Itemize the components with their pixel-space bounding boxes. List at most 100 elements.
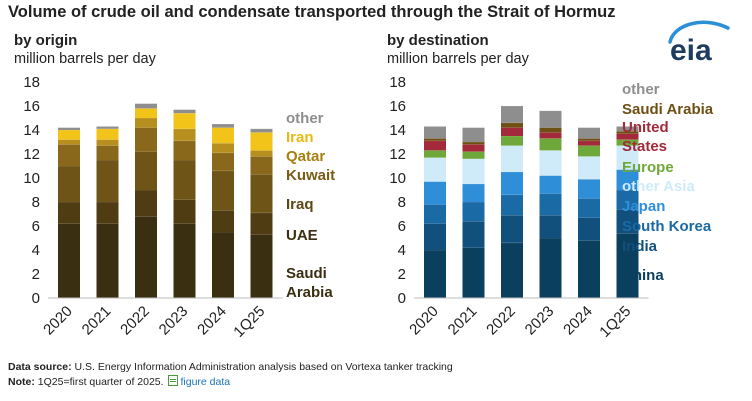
- bar-segment-china[interactable]: [539, 238, 562, 298]
- bar-segment-saudi-arabia[interactable]: [462, 142, 485, 145]
- bar-segment-kuwait[interactable]: [173, 140, 196, 160]
- left-panel-title: by origin: [14, 32, 78, 49]
- bar-segment-japan[interactable]: [462, 184, 485, 202]
- bar-segment-qatar[interactable]: [135, 118, 157, 128]
- bar-segment-saudi-arabia[interactable]: [578, 138, 600, 141]
- bar-segment-other[interactable]: [135, 103, 157, 109]
- bar-segment-europe[interactable]: [424, 150, 446, 158]
- bar-segment-other-asia[interactable]: [424, 157, 446, 182]
- bar-segment-iraq[interactable]: [173, 160, 196, 200]
- bar-segment-uae[interactable]: [250, 212, 273, 235]
- bar-segment-india[interactable]: [424, 223, 446, 250]
- bar-segment-other-asia[interactable]: [616, 145, 639, 170]
- bar-segment-other[interactable]: [424, 126, 446, 139]
- bar-segment-other-asia[interactable]: [578, 156, 600, 180]
- bar-segment-iran[interactable]: [250, 132, 273, 151]
- bar-segment-uae[interactable]: [96, 202, 119, 224]
- bar-segment-other[interactable]: [462, 127, 485, 142]
- bar-segment-qatar[interactable]: [212, 143, 234, 153]
- bar-segment-saudi-arabia[interactable]: [96, 223, 119, 298]
- bar-segment-saudi-arabia[interactable]: [135, 216, 157, 298]
- bar-segment-iraq[interactable]: [212, 170, 234, 211]
- bar-segment-europe[interactable]: [539, 138, 562, 151]
- bar-segment-uae[interactable]: [135, 190, 157, 217]
- bar-segment-china[interactable]: [616, 233, 639, 298]
- bar-segment-iraq[interactable]: [96, 160, 119, 202]
- bar-segment-japan[interactable]: [578, 179, 600, 199]
- bar-segment-saudi-arabia[interactable]: [616, 131, 639, 134]
- bar-segment-india[interactable]: [539, 215, 562, 238]
- bar-segment-europe[interactable]: [616, 139, 639, 146]
- bar-segment-saudi-arabia[interactable]: [58, 223, 80, 298]
- bar-segment-uae[interactable]: [173, 199, 196, 224]
- bar-segment-iran[interactable]: [135, 108, 157, 118]
- bar-segment-other-asia[interactable]: [462, 158, 485, 184]
- bar-segment-japan[interactable]: [539, 175, 562, 194]
- bar-segment-saudi-arabia[interactable]: [250, 234, 273, 298]
- bar-segment-iraq[interactable]: [135, 151, 157, 190]
- bar-segment-japan[interactable]: [424, 181, 446, 205]
- bar-segment-qatar[interactable]: [96, 139, 119, 146]
- bar-segment-qatar[interactable]: [58, 139, 80, 145]
- bar-segment-united-states[interactable]: [501, 127, 523, 136]
- bar-segment-iraq[interactable]: [58, 166, 80, 202]
- bar-segment-united-states[interactable]: [424, 140, 446, 151]
- bar-segment-europe[interactable]: [578, 145, 600, 157]
- bar-segment-other[interactable]: [616, 126, 639, 132]
- bar-segment-iran[interactable]: [173, 113, 196, 129]
- bar-segment-iran[interactable]: [58, 130, 80, 140]
- bar-segment-other[interactable]: [173, 109, 196, 114]
- bar-segment-other-asia[interactable]: [539, 150, 562, 176]
- bar-segment-japan[interactable]: [616, 169, 639, 190]
- eia-logo-icon[interactable]: eia: [664, 18, 734, 66]
- bar-segment-saudi-arabia[interactable]: [539, 127, 562, 133]
- bar-segment-other[interactable]: [96, 126, 119, 129]
- bar-segment-saudi-arabia[interactable]: [212, 232, 234, 298]
- bar-segment-south-korea[interactable]: [578, 198, 600, 218]
- bar-segment-china[interactable]: [424, 250, 446, 298]
- bar-segment-qatar[interactable]: [250, 150, 273, 157]
- bar-segment-other[interactable]: [501, 106, 523, 123]
- bar-segment-united-states[interactable]: [462, 144, 485, 152]
- bar-segment-china[interactable]: [462, 247, 485, 298]
- bar-segment-india[interactable]: [578, 217, 600, 241]
- bar-segment-iran[interactable]: [212, 127, 234, 144]
- bar-segment-uae[interactable]: [58, 202, 80, 224]
- bar-segment-india[interactable]: [616, 209, 639, 234]
- bar-segment-kuwait[interactable]: [250, 156, 273, 175]
- bar-segment-iran[interactable]: [96, 128, 119, 140]
- bar-segment-other-asia[interactable]: [501, 145, 523, 172]
- bar-segment-uae[interactable]: [212, 210, 234, 232]
- bar-segment-other[interactable]: [250, 128, 273, 133]
- bar-segment-united-states[interactable]: [539, 132, 562, 139]
- bar-segment-kuwait[interactable]: [212, 152, 234, 171]
- bar-segment-kuwait[interactable]: [135, 127, 157, 152]
- series-label-kuwait: Kuwait: [286, 167, 335, 184]
- bar-segment-other[interactable]: [539, 110, 562, 128]
- bar-segment-south-korea[interactable]: [424, 204, 446, 224]
- bar-segment-iraq[interactable]: [250, 174, 273, 213]
- bar-segment-europe[interactable]: [462, 151, 485, 159]
- bar-segment-other[interactable]: [578, 127, 600, 139]
- bar-segment-kuwait[interactable]: [58, 144, 80, 166]
- bar-segment-other[interactable]: [58, 127, 80, 130]
- bar-segment-south-korea[interactable]: [462, 202, 485, 222]
- bar-segment-other[interactable]: [212, 124, 234, 128]
- bar-segment-south-korea[interactable]: [539, 193, 562, 216]
- bar-segment-china[interactable]: [578, 240, 600, 298]
- bar-segment-south-korea[interactable]: [616, 190, 639, 210]
- bar-segment-saudi-arabia[interactable]: [424, 138, 446, 141]
- bar-segment-saudi-arabia[interactable]: [501, 122, 523, 128]
- bar-segment-india[interactable]: [501, 215, 523, 243]
- bar-segment-qatar[interactable]: [173, 128, 196, 141]
- bar-segment-kuwait[interactable]: [96, 145, 119, 160]
- bar-segment-saudi-arabia[interactable]: [173, 223, 196, 298]
- bar-segment-china[interactable]: [501, 242, 523, 298]
- bar-segment-japan[interactable]: [501, 172, 523, 195]
- bar-segment-south-korea[interactable]: [501, 194, 523, 216]
- bar-segment-india[interactable]: [462, 221, 485, 248]
- figure-data-link[interactable]: figure data: [180, 376, 231, 388]
- bar-segment-united-states[interactable]: [616, 133, 639, 140]
- bar-segment-united-states[interactable]: [578, 140, 600, 146]
- bar-segment-europe[interactable]: [501, 136, 523, 146]
